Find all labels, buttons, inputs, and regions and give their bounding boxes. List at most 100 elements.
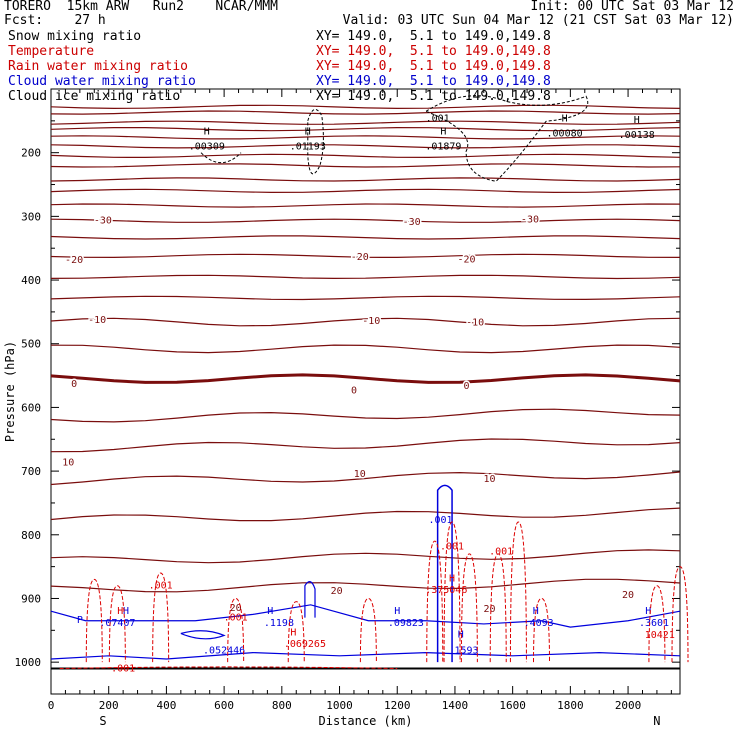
rain-contour bbox=[85, 578, 103, 663]
rain-water-label: .001 bbox=[111, 663, 135, 674]
legend-cloud-ice-xy: XY= 149.0, 5.1 to 149.0,149.8 bbox=[316, 89, 551, 104]
cloud-water-label: .4093 bbox=[524, 618, 554, 629]
rain-contour bbox=[671, 566, 689, 663]
isotherm-line bbox=[50, 344, 681, 354]
rain-water-label: .375046 bbox=[425, 585, 467, 596]
ice-max-value: .00080 bbox=[547, 129, 583, 140]
rain-contour bbox=[489, 553, 507, 663]
isotherm-line bbox=[50, 188, 681, 194]
ice-max-value: .01193 bbox=[290, 141, 326, 152]
isotherm-line bbox=[50, 120, 681, 125]
isotherm-line bbox=[50, 110, 681, 115]
isotherm-line bbox=[50, 253, 681, 259]
isotherm-line bbox=[50, 153, 681, 159]
ice-max-h: H bbox=[562, 114, 568, 125]
isotherm-line bbox=[50, 507, 681, 522]
rain-contour bbox=[460, 553, 478, 663]
isotherm-label: 0 bbox=[351, 386, 357, 397]
isotherm-line bbox=[50, 163, 681, 168]
isotherm-label: 10 bbox=[484, 474, 496, 485]
rain-contour bbox=[152, 572, 170, 663]
cloud-water-contour bbox=[50, 652, 681, 660]
x-tick-label: 1200 bbox=[384, 699, 411, 712]
rain-water-label: .001 bbox=[440, 542, 464, 553]
rain-water-label: 10421 bbox=[645, 630, 675, 641]
ice-contour bbox=[424, 95, 589, 182]
x-tick-label: 1400 bbox=[442, 699, 469, 712]
legend-temperature-name: Temperature bbox=[8, 44, 95, 59]
isotherm-label: -30 bbox=[403, 217, 421, 228]
rain-water-label: .069265 bbox=[284, 639, 326, 650]
rain-contour bbox=[359, 597, 377, 663]
ice-max-value: .00138 bbox=[619, 130, 655, 141]
rain-water-label: .001 bbox=[149, 580, 173, 591]
isotherm-label: -10 bbox=[88, 315, 106, 326]
cloud-water-label: H bbox=[645, 606, 651, 617]
isotherm-line bbox=[50, 317, 681, 327]
cloud-water-label: .052446 bbox=[203, 645, 245, 656]
legend-cloud-water-xy: XY= 149.0, 5.1 to 149.0,149.8 bbox=[316, 74, 551, 89]
ice-max-value: .00309 bbox=[189, 141, 225, 152]
y-tick-label: 800 bbox=[21, 529, 41, 542]
x-tick-label: 2000 bbox=[615, 699, 642, 712]
cloud-water-label: .1198 bbox=[264, 618, 294, 629]
isotherm-label: 20 bbox=[622, 590, 634, 601]
cloud-water-label: H bbox=[458, 630, 464, 641]
legend-snow-name: Snow mixing ratio bbox=[8, 29, 142, 44]
ice-max-h: H bbox=[305, 126, 311, 137]
rain-contour bbox=[287, 601, 305, 663]
y-tick-label: 700 bbox=[21, 465, 41, 478]
isotherm-line bbox=[50, 295, 681, 301]
isotherm-label: -10 bbox=[466, 317, 484, 328]
ice-max-value: .01879 bbox=[425, 141, 461, 152]
rain-water-label: .001 bbox=[489, 547, 513, 558]
isotherm-line bbox=[50, 104, 681, 110]
isotherm-label: -10 bbox=[362, 316, 380, 327]
y-tick-label: 600 bbox=[21, 401, 41, 414]
isotherm-label: -20 bbox=[457, 254, 475, 265]
isotherm-line bbox=[50, 135, 681, 140]
y-axis-title: Pressure (hPa) bbox=[3, 341, 17, 442]
ice-max-h: H bbox=[440, 126, 446, 137]
x-tick-label: 0 bbox=[48, 699, 55, 712]
ice-max-h: H bbox=[204, 126, 210, 137]
legend-cloud-ice-name: Cloud ice mixing ratio bbox=[8, 89, 181, 104]
cloud-water-label: .3601 bbox=[639, 618, 669, 629]
cloud-water-label: .001 bbox=[428, 515, 452, 526]
cloud-water-label: H bbox=[267, 606, 273, 617]
cloud-water-contour bbox=[180, 630, 226, 640]
rain-water-label: .001 bbox=[224, 612, 248, 623]
isotherm-label: 0 bbox=[463, 381, 469, 392]
isotherm-label: -30 bbox=[521, 214, 539, 225]
y-tick-label: 400 bbox=[21, 274, 41, 287]
x-tick-label: 200 bbox=[99, 699, 119, 712]
header-line1-right: Init: 00 UTC Sat 03 Mar 12 bbox=[530, 0, 735, 14]
isotherm-line bbox=[50, 438, 681, 453]
isotherm-label: 20 bbox=[331, 586, 343, 597]
isotherm-line bbox=[50, 471, 681, 486]
rain-contour bbox=[59, 666, 398, 670]
isotherm-label: -30 bbox=[94, 216, 112, 227]
plot-frame bbox=[50, 88, 681, 695]
ice-contour bbox=[200, 152, 242, 164]
x-axis-title: Distance (km) bbox=[319, 714, 413, 728]
isotherm-line bbox=[50, 126, 681, 132]
header-line1-left: TORERO 15km ARW Run2 NCAR/MMM bbox=[4, 0, 278, 14]
north-label: N bbox=[653, 714, 660, 728]
isotherm-line bbox=[50, 373, 681, 384]
isotherm-label: -20 bbox=[351, 252, 369, 263]
isotherm-line bbox=[50, 144, 681, 149]
cloud-water-label: P bbox=[77, 615, 83, 626]
x-tick-label: 600 bbox=[214, 699, 234, 712]
isotherm-line bbox=[50, 408, 681, 423]
y-tick-label: 500 bbox=[21, 338, 41, 351]
legend-rain-xy: XY= 149.0, 5.1 to 149.0,149.8 bbox=[316, 59, 551, 74]
isotherm-line bbox=[50, 578, 681, 593]
isotherm-line bbox=[50, 274, 681, 280]
y-tick-label: 300 bbox=[21, 210, 41, 223]
south-label: S bbox=[99, 714, 106, 728]
cloud-water-contour bbox=[50, 604, 681, 628]
rain-contour bbox=[426, 540, 444, 663]
x-tick-label: 1800 bbox=[557, 699, 584, 712]
